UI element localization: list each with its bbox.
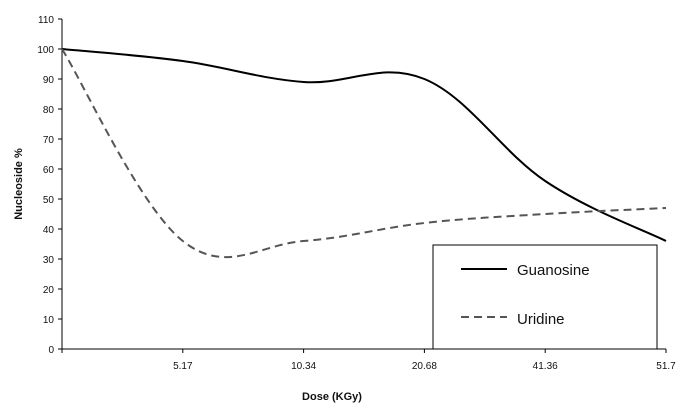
x-tick-label: 51.7 [656, 361, 676, 372]
y-tick-label: 80 [43, 105, 55, 116]
x-tick-label: 5.17 [173, 361, 193, 372]
x-ticks: 5.17 10.34 20.68 41.36 51.7 [61, 349, 676, 372]
y-ticks: 0 10 20 30 40 50 60 70 80 90 100 110 [37, 15, 62, 356]
y-axis-title: Nucleoside % [13, 148, 25, 220]
y-tick-label: 20 [43, 285, 55, 296]
x-axis-title: Dose (KGy) [302, 391, 362, 403]
y-tick-label: 0 [48, 345, 54, 356]
y-tick-label: 40 [43, 225, 55, 236]
y-tick-label: 50 [43, 195, 55, 206]
legend-label-uridine: Uridine [517, 311, 565, 328]
legend-label-guanosine: Guanosine [517, 262, 590, 279]
x-tick-label: 41.36 [533, 361, 558, 372]
y-tick-label: 110 [38, 15, 54, 26]
y-tick-label: 100 [37, 45, 54, 56]
plot-area: 0 10 20 30 40 50 60 70 80 90 100 110 5.17 10.34 20.68… [37, 15, 676, 372]
series-line-guanosine [61, 48, 667, 242]
series-group [61, 48, 667, 258]
legend: Guanosine Uridine [432, 244, 658, 350]
y-tick-label: 30 [43, 255, 55, 266]
x-tick-label: 10.34 [291, 361, 316, 372]
y-tick-label: 60 [43, 165, 55, 176]
y-tick-label: 70 [43, 135, 55, 146]
legend-box [432, 244, 658, 350]
y-tick-label: 10 [43, 315, 55, 326]
x-tick-label: 20.68 [412, 361, 437, 372]
y-tick-label: 90 [43, 75, 55, 86]
series-line-uridine [61, 48, 667, 258]
